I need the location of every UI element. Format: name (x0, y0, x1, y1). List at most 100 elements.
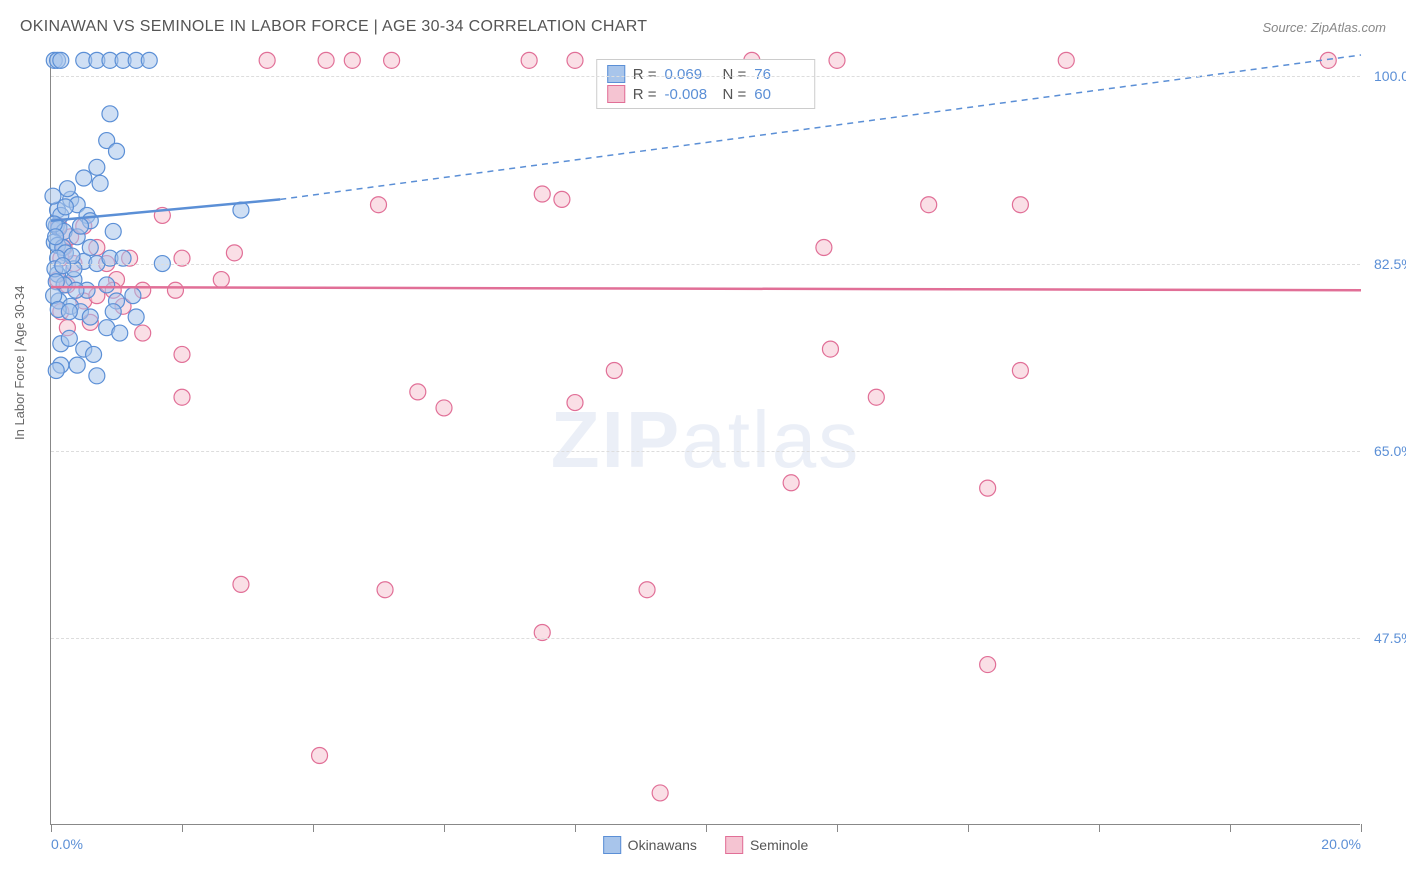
x-tick (837, 824, 838, 832)
seminole-point (980, 657, 996, 673)
okinawans-point (112, 325, 128, 341)
seminole-swatch-icon (725, 836, 743, 854)
seminole-point (213, 272, 229, 288)
y-tick-label: 47.5% (1366, 630, 1406, 646)
okinawans-point (109, 143, 125, 159)
y-tick-label: 100.0% (1366, 68, 1406, 84)
x-tick (182, 824, 183, 832)
n-value-seminole: 60 (754, 86, 804, 103)
okinawans-point (102, 106, 118, 122)
y-tick-label: 82.5% (1366, 256, 1406, 272)
seminole-point (829, 52, 845, 68)
seminole-point (377, 582, 393, 598)
source-attribution: Source: ZipAtlas.com (1262, 20, 1386, 35)
x-tick (575, 824, 576, 832)
gridline (51, 264, 1360, 265)
x-tick (313, 824, 314, 832)
seminole-point (174, 346, 190, 362)
y-tick-label: 65.0% (1366, 443, 1406, 459)
n-label: N = (723, 86, 747, 103)
n-value-okinawans: 76 (754, 66, 804, 83)
seminole-point (167, 282, 183, 298)
seminole-point (816, 240, 832, 256)
r-value-seminole: -0.008 (665, 86, 715, 103)
okinawans-point (141, 52, 157, 68)
seminole-trendline (51, 287, 1361, 290)
seminole-point (135, 325, 151, 341)
x-tick (51, 824, 52, 832)
okinawans-point (125, 288, 141, 304)
seminole-point (822, 341, 838, 357)
x-tick (968, 824, 969, 832)
seminole-point (567, 395, 583, 411)
seminole-point (1012, 197, 1028, 213)
chart-title: OKINAWAN VS SEMINOLE IN LABOR FORCE | AG… (20, 18, 647, 36)
seminole-point (436, 400, 452, 416)
okinawans-point (89, 159, 105, 175)
okinawans-point (76, 170, 92, 186)
legend-item-okinawans: Okinawans (603, 836, 697, 854)
r-label: R = (633, 66, 657, 83)
seminole-point (868, 389, 884, 405)
legend-item-seminole: Seminole (725, 836, 808, 854)
y-axis-label: In Labor Force | Age 30-34 (12, 286, 27, 440)
okinawans-point (86, 346, 102, 362)
gridline (51, 638, 1360, 639)
seminole-point (921, 197, 937, 213)
seminole-swatch-icon (607, 85, 625, 103)
seminole-point (259, 52, 275, 68)
x-tick (1361, 824, 1362, 832)
x-tick (706, 824, 707, 832)
okinawans-point (89, 368, 105, 384)
seminole-point (174, 389, 190, 405)
seminole-point (534, 186, 550, 202)
seminole-point (384, 52, 400, 68)
okinawans-swatch-icon (603, 836, 621, 854)
series-legend: Okinawans Seminole (603, 836, 809, 854)
x-tick (1230, 824, 1231, 832)
okinawans-point (48, 229, 64, 245)
seminole-point (1012, 362, 1028, 378)
seminole-point (1320, 52, 1336, 68)
seminole-point (344, 52, 360, 68)
seminole-point (410, 384, 426, 400)
x-tick (444, 824, 445, 832)
okinawans-point (68, 282, 84, 298)
seminole-point (606, 362, 622, 378)
okinawans-swatch-icon (607, 65, 625, 83)
seminole-point (980, 480, 996, 496)
okinawans-point (92, 175, 108, 191)
seminole-point (318, 52, 334, 68)
x-tick-label: 0.0% (51, 836, 83, 852)
okinawans-point (82, 309, 98, 325)
seminole-point (226, 245, 242, 261)
x-tick-label: 20.0% (1321, 836, 1361, 852)
legend-label: Okinawans (628, 837, 697, 853)
okinawans-point (105, 223, 121, 239)
okinawans-point (105, 304, 121, 320)
seminole-point (639, 582, 655, 598)
x-tick (1099, 824, 1100, 832)
legend-row-okinawans: R = 0.069 N = 76 (607, 64, 805, 84)
legend-label: Seminole (750, 837, 808, 853)
plot-svg (51, 55, 1360, 824)
legend-row-seminole: R = -0.008 N = 60 (607, 84, 805, 104)
r-label: R = (633, 86, 657, 103)
okinawans-point (53, 52, 69, 68)
okinawans-point (48, 362, 64, 378)
gridline (51, 76, 1360, 77)
okinawans-point (72, 218, 88, 234)
n-label: N = (723, 66, 747, 83)
seminole-point (652, 785, 668, 801)
okinawans-point (57, 199, 73, 215)
seminole-point (233, 576, 249, 592)
okinawans-point (59, 181, 75, 197)
okinawans-point (61, 304, 77, 320)
okinawans-point (99, 277, 115, 293)
seminole-point (312, 747, 328, 763)
r-value-okinawans: 0.069 (665, 66, 715, 83)
gridline (51, 451, 1360, 452)
correlation-legend: R = 0.069 N = 76 R = -0.008 N = 60 (596, 59, 816, 109)
seminole-point (783, 475, 799, 491)
okinawans-point (55, 258, 71, 274)
